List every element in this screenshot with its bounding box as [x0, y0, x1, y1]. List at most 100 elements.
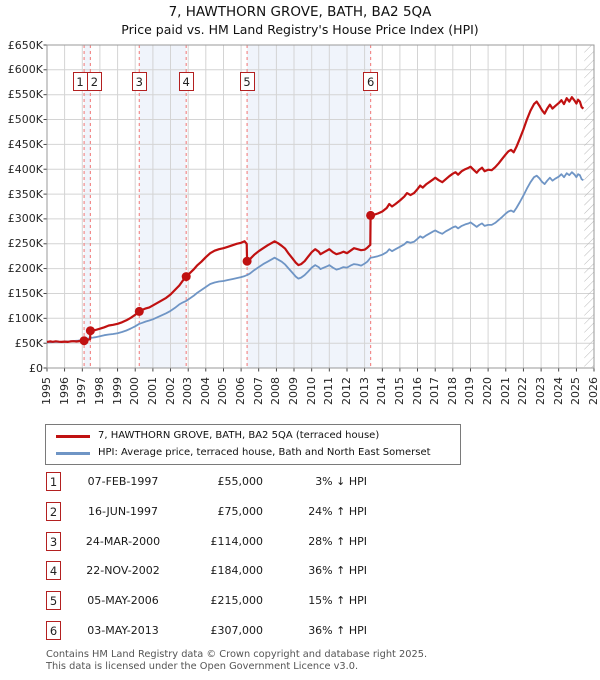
x-axis-tick-label: 2008: [269, 377, 283, 405]
y-axis-tick-label: £600K: [7, 63, 43, 77]
x-axis-tick-label: 2022: [516, 377, 530, 405]
table-row: 3 24-MAR-2000 £114,000 28% ↑ HPI: [0, 531, 600, 561]
y-axis-tick-label: £450K: [7, 137, 43, 151]
y-axis-tick-label: £250K: [7, 237, 43, 251]
sale-event-marker-box: 2: [86, 72, 102, 91]
table-event-number-box: 2: [46, 501, 61, 521]
table-row: 1 07-FEB-1997 £55,000 3% ↓ HPI: [0, 472, 600, 501]
x-axis-tick-label: 2021: [498, 377, 512, 405]
y-axis-tick-label: £50K: [14, 336, 43, 350]
copyright-footer: Contains HM Land Registry data © Crown c…: [46, 649, 586, 672]
x-axis-tick-label: 1996: [57, 377, 71, 405]
sale-vs-hpi: 24% ↑ HPI: [308, 504, 367, 518]
x-axis-tick-label: 2026: [587, 377, 600, 405]
sale-vs-hpi: 3% ↓ HPI: [315, 475, 367, 488]
x-axis-tick-label: 2020: [481, 377, 495, 405]
table-event-number-box: 1: [46, 472, 61, 491]
sale-date: 05-MAY-2006: [87, 594, 159, 608]
x-axis-tick-label: 2014: [375, 377, 389, 405]
x-axis-tick-label: 2012: [339, 377, 353, 405]
x-axis-tick-label: 2023: [534, 377, 548, 405]
future-hatch: [584, 45, 594, 368]
table-row: 2 16-JUN-1997 £75,000 24% ↑ HPI: [0, 501, 600, 531]
page-title: 7, HAWTHORN GROVE, BATH, BA2 5QA: [168, 4, 432, 20]
x-axis-tick-label: 2010: [304, 377, 318, 405]
sale-vs-hpi: 15% ↑ HPI: [308, 594, 367, 608]
x-axis-tick-label: 2005: [216, 377, 230, 405]
x-axis-tick-label: 1999: [110, 377, 124, 405]
sale-date: 24-MAR-2000: [85, 534, 161, 548]
x-axis-tick-label: 2025: [569, 377, 583, 405]
y-axis-tick-label: £300K: [7, 212, 43, 226]
x-axis-tick-label: 1995: [40, 377, 53, 405]
footer-line-2: This data is licensed under the Open Gov…: [46, 660, 359, 672]
legend-label-hpi: HPI: Average price, terraced house, Bath…: [98, 447, 431, 458]
axis-ticks: [43, 44, 595, 372]
y-axis-tick-label: £150K: [7, 286, 43, 300]
sale-price: £184,000: [210, 564, 264, 578]
y-axis-tick-label: £100K: [7, 311, 43, 325]
y-axis-tick-label: £0: [29, 361, 43, 375]
sale-price: £307,000: [210, 624, 264, 637]
sale-price: £114,000: [210, 534, 264, 548]
y-axis-tick-label: £500K: [7, 113, 43, 127]
x-axis-tick-label: 2015: [392, 377, 406, 405]
plot-border: [46, 44, 595, 369]
x-axis-tick-label: 2019: [463, 377, 477, 405]
sale-event-marker-box: 4: [178, 72, 194, 91]
sale-event-marker-box: 5: [239, 72, 255, 91]
x-axis-tick-label: 1998: [92, 377, 106, 405]
sale-price: £75,000: [217, 504, 264, 518]
x-axis-tick-label: 2003: [181, 377, 195, 405]
gridlines: [46, 44, 595, 369]
y-axis-tick-label: £400K: [7, 162, 43, 176]
footer-line-1: Contains HM Land Registry data © Crown c…: [46, 649, 428, 660]
x-axis-tick-label: 2006: [234, 377, 248, 405]
x-axis-tick-label: 2024: [551, 377, 565, 405]
sale-event-marker-box: 1: [72, 72, 88, 91]
x-axis-tick-label: 2018: [445, 377, 459, 405]
y-axis-tick-label: £200K: [7, 262, 43, 276]
price-line-swatch: [56, 435, 90, 438]
chart-legend: 7, HAWTHORN GROVE, BATH, BA2 5QA (terrac…: [45, 424, 461, 465]
page-subtitle: Price paid vs. HM Land Registry's House …: [121, 22, 479, 37]
table-row: 6 03-MAY-2013 £307,000 36% ↑ HPI: [0, 621, 600, 650]
sale-event-marker-box: 6: [363, 72, 379, 91]
sale-date: 07-FEB-1997: [87, 475, 159, 488]
sale-date: 16-JUN-1997: [87, 504, 159, 518]
x-axis-tick-label: 2002: [163, 377, 177, 405]
legend-label-price: 7, HAWTHORN GROVE, BATH, BA2 5QA (terrac…: [98, 430, 380, 441]
x-axis-tick-label: 2001: [145, 377, 159, 405]
sale-date: 03-MAY-2013: [87, 624, 159, 637]
y-axis-tick-label: £550K: [7, 88, 43, 102]
table-event-number-box: 6: [46, 621, 61, 640]
x-axis-tick-label: 2004: [198, 377, 212, 405]
table-row: 4 22-NOV-2002 £184,000 36% ↑ HPI: [0, 561, 600, 590]
x-axis-tick-label: 1997: [75, 377, 89, 405]
table-row: 5 05-MAY-2006 £215,000 15% ↑ HPI: [0, 591, 600, 620]
y-axis-tick-label: £350K: [7, 187, 43, 201]
sale-vs-hpi: 36% ↑ HPI: [308, 624, 367, 637]
price-chart: £0 £50K £100K £150K £200K £250K £300K £350K £400…: [7, 38, 600, 406]
sale-vs-hpi: 36% ↑ HPI: [308, 564, 367, 578]
hpi-line: [46, 171, 584, 344]
x-axis-tick-label: 2017: [428, 377, 442, 405]
sale-date: 22-NOV-2002: [86, 564, 160, 578]
table-event-number-box: 3: [46, 531, 61, 551]
x-axis-tick-label: 2011: [322, 377, 336, 405]
x-axis-tick-label: 2009: [287, 377, 301, 405]
transactions-table: 1 07-FEB-1997 £55,000 3% ↓ HPI 2 16-JUN-1997 £…: [0, 470, 600, 648]
y-axis-tick-label: £650K: [7, 38, 43, 52]
sale-markers: [79, 210, 376, 346]
sale-price: £215,000: [210, 594, 264, 608]
sale-price: £55,000: [217, 475, 264, 488]
x-axis-tick-label: 2016: [410, 377, 424, 405]
table-event-number-box: 5: [46, 591, 61, 611]
x-axis-tick-label: 2013: [357, 377, 371, 405]
sale-event-marker-box: 3: [131, 72, 147, 91]
sale-vs-hpi: 28% ↑ HPI: [308, 534, 367, 548]
table-event-number-box: 4: [46, 561, 61, 581]
x-axis-tick-label: 2000: [128, 377, 142, 405]
x-axis-tick-label: 2007: [251, 377, 265, 405]
